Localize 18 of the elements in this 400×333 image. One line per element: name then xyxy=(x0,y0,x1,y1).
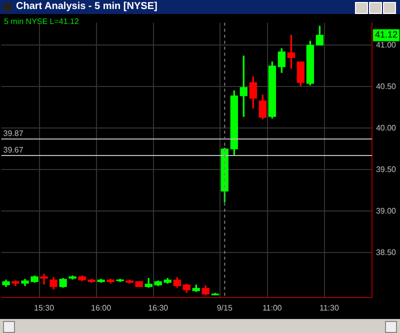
y-tick-label: 40.00 xyxy=(376,123,397,132)
x-tick-label: 15:30 xyxy=(34,303,55,312)
x-tick-label: 9/15 xyxy=(216,303,233,312)
annotation: 41.12 xyxy=(374,30,398,40)
x-tick-label: 16:00 xyxy=(91,303,112,312)
y-tick-label: 39.00 xyxy=(376,206,397,216)
chart-title: Chart Analysis - 5 min [NYSE] xyxy=(16,0,158,14)
y-tick-label: 40.50 xyxy=(376,82,397,91)
candlestick xyxy=(40,274,48,284)
chart-subtitle: 5 min NYSE L=41.12 xyxy=(4,17,79,26)
ref-line-label: 39.87 xyxy=(3,129,24,138)
y-tick-label: 39.50 xyxy=(376,164,397,174)
x-tick-label: 16:30 xyxy=(148,303,169,312)
x-tick-label: 11:00 xyxy=(262,303,282,312)
y-tick-label: 38.50 xyxy=(376,248,397,257)
x-tick-label: 11:30 xyxy=(319,303,340,312)
ref-line-label: 39.67 xyxy=(3,146,24,155)
y-tick-label: 41.00 xyxy=(376,40,397,50)
